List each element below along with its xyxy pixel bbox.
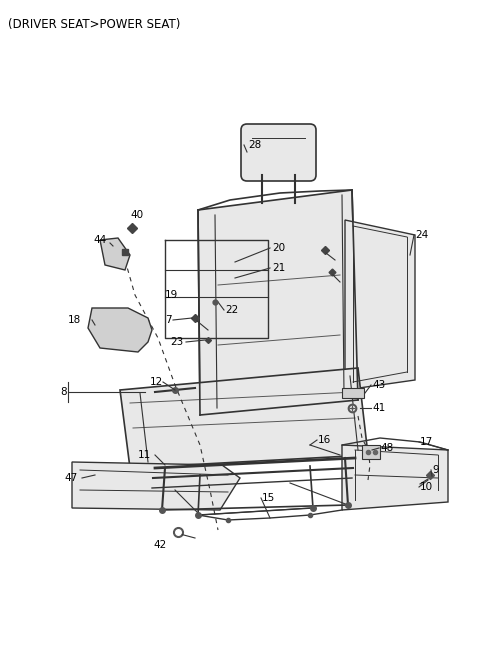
- Text: (DRIVER SEAT>POWER SEAT): (DRIVER SEAT>POWER SEAT): [8, 18, 180, 31]
- Text: 44: 44: [93, 235, 106, 245]
- Text: 48: 48: [380, 443, 393, 453]
- Text: 16: 16: [318, 435, 331, 445]
- Text: 7: 7: [165, 315, 172, 325]
- Polygon shape: [342, 445, 448, 510]
- Text: 41: 41: [372, 403, 385, 413]
- Polygon shape: [72, 462, 240, 510]
- Text: 8: 8: [60, 387, 67, 397]
- FancyBboxPatch shape: [241, 124, 316, 181]
- Text: 9: 9: [432, 465, 439, 475]
- Text: 21: 21: [272, 263, 285, 273]
- Text: 17: 17: [420, 437, 433, 447]
- Text: 23: 23: [170, 337, 183, 347]
- Text: 40: 40: [130, 210, 143, 220]
- Text: 19: 19: [165, 290, 178, 300]
- Text: 18: 18: [68, 315, 81, 325]
- Polygon shape: [345, 220, 415, 390]
- Polygon shape: [120, 368, 368, 468]
- Text: 11: 11: [138, 450, 151, 460]
- Bar: [342, 388, 364, 398]
- Text: 10: 10: [420, 482, 433, 492]
- Text: 22: 22: [225, 305, 238, 315]
- Text: 15: 15: [262, 493, 275, 503]
- Text: 47: 47: [64, 473, 77, 483]
- Text: 20: 20: [272, 243, 285, 253]
- Polygon shape: [198, 190, 358, 415]
- Text: 42: 42: [153, 540, 166, 550]
- Text: 28: 28: [248, 140, 261, 150]
- Text: 24: 24: [415, 230, 428, 240]
- Bar: [362, 445, 380, 459]
- Text: 43: 43: [372, 380, 385, 390]
- Text: 12: 12: [150, 377, 163, 387]
- Polygon shape: [100, 238, 130, 270]
- Polygon shape: [88, 308, 152, 352]
